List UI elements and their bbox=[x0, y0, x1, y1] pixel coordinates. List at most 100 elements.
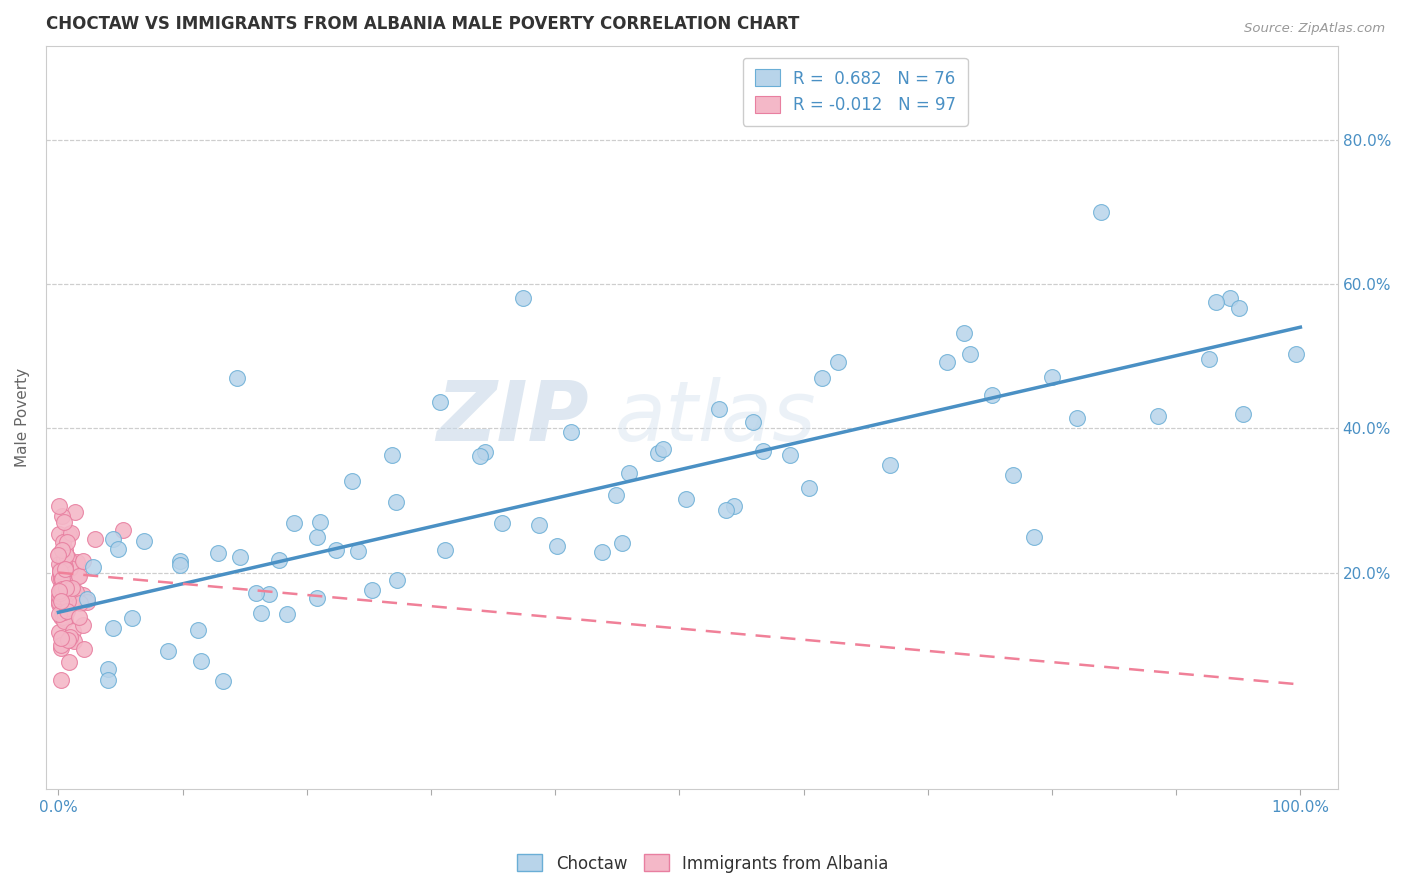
Point bbox=[49, 561, 72, 575]
Point bbox=[546, 539, 568, 553]
Point bbox=[72, 554, 94, 568]
Point bbox=[53, 582, 76, 596]
Point bbox=[1227, 301, 1250, 315]
Point bbox=[1090, 204, 1112, 219]
Point bbox=[51, 508, 73, 523]
Point bbox=[879, 458, 901, 472]
Point bbox=[72, 641, 94, 656]
Point bbox=[48, 593, 70, 607]
Point bbox=[212, 673, 235, 688]
Point bbox=[56, 633, 79, 648]
Point bbox=[48, 564, 70, 578]
Point bbox=[52, 550, 75, 565]
Point bbox=[491, 516, 513, 531]
Point bbox=[56, 604, 79, 618]
Point bbox=[51, 590, 73, 604]
Point bbox=[309, 515, 332, 529]
Point bbox=[55, 535, 77, 549]
Point bbox=[48, 565, 70, 579]
Point bbox=[51, 573, 73, 587]
Point bbox=[1066, 411, 1088, 425]
Point bbox=[1002, 467, 1025, 482]
Point bbox=[283, 516, 305, 530]
Point bbox=[53, 585, 76, 599]
Point bbox=[169, 554, 191, 568]
Point bbox=[49, 594, 72, 608]
Point bbox=[381, 449, 404, 463]
Point bbox=[48, 526, 70, 541]
Point bbox=[101, 621, 124, 635]
Point bbox=[560, 425, 582, 440]
Point bbox=[52, 588, 75, 602]
Point bbox=[82, 560, 104, 574]
Point bbox=[52, 545, 75, 559]
Point bbox=[48, 597, 70, 611]
Point bbox=[49, 590, 72, 604]
Point bbox=[53, 560, 76, 574]
Point bbox=[470, 449, 492, 463]
Point bbox=[72, 617, 94, 632]
Point bbox=[752, 444, 775, 458]
Point bbox=[1198, 351, 1220, 366]
Point bbox=[51, 582, 73, 596]
Point bbox=[48, 549, 70, 563]
Point bbox=[612, 535, 634, 549]
Point bbox=[48, 595, 70, 609]
Point bbox=[190, 654, 212, 668]
Point bbox=[69, 610, 91, 624]
Y-axis label: Male Poverty: Male Poverty bbox=[15, 368, 30, 467]
Point bbox=[52, 553, 75, 567]
Point bbox=[1219, 292, 1241, 306]
Point bbox=[52, 535, 75, 549]
Point bbox=[52, 615, 75, 629]
Point bbox=[58, 594, 80, 608]
Point bbox=[257, 586, 280, 600]
Point bbox=[63, 505, 86, 519]
Point bbox=[48, 624, 70, 639]
Legend: R =  0.682   N = 76, R = -0.012   N = 97: R = 0.682 N = 76, R = -0.012 N = 97 bbox=[742, 58, 967, 126]
Point bbox=[779, 448, 801, 462]
Point bbox=[952, 326, 974, 341]
Point bbox=[1040, 369, 1063, 384]
Point bbox=[55, 591, 77, 606]
Point bbox=[1147, 409, 1170, 424]
Point bbox=[340, 474, 363, 488]
Point bbox=[52, 572, 75, 586]
Point bbox=[55, 588, 77, 602]
Point bbox=[156, 643, 179, 657]
Point bbox=[53, 612, 76, 626]
Point bbox=[1232, 407, 1254, 421]
Point bbox=[384, 494, 406, 508]
Point bbox=[225, 370, 247, 384]
Point bbox=[59, 633, 82, 648]
Point bbox=[187, 623, 209, 637]
Point bbox=[48, 585, 70, 599]
Point bbox=[55, 581, 77, 595]
Point bbox=[107, 541, 129, 556]
Point bbox=[1022, 529, 1045, 543]
Point bbox=[169, 558, 191, 573]
Point bbox=[647, 446, 669, 460]
Point bbox=[716, 503, 738, 517]
Point bbox=[55, 548, 77, 562]
Point bbox=[347, 544, 370, 558]
Point bbox=[652, 442, 675, 456]
Point bbox=[245, 586, 267, 600]
Point bbox=[723, 499, 745, 513]
Point bbox=[62, 585, 84, 599]
Point bbox=[56, 551, 79, 566]
Point bbox=[62, 624, 84, 639]
Point bbox=[49, 563, 72, 577]
Point bbox=[959, 347, 981, 361]
Point bbox=[48, 571, 70, 585]
Point bbox=[59, 630, 82, 644]
Point bbox=[605, 488, 627, 502]
Point bbox=[49, 631, 72, 645]
Point bbox=[49, 584, 72, 599]
Point bbox=[52, 605, 75, 619]
Point bbox=[49, 673, 72, 687]
Point bbox=[741, 416, 763, 430]
Point bbox=[1205, 294, 1227, 309]
Point bbox=[51, 577, 73, 591]
Point bbox=[121, 611, 143, 625]
